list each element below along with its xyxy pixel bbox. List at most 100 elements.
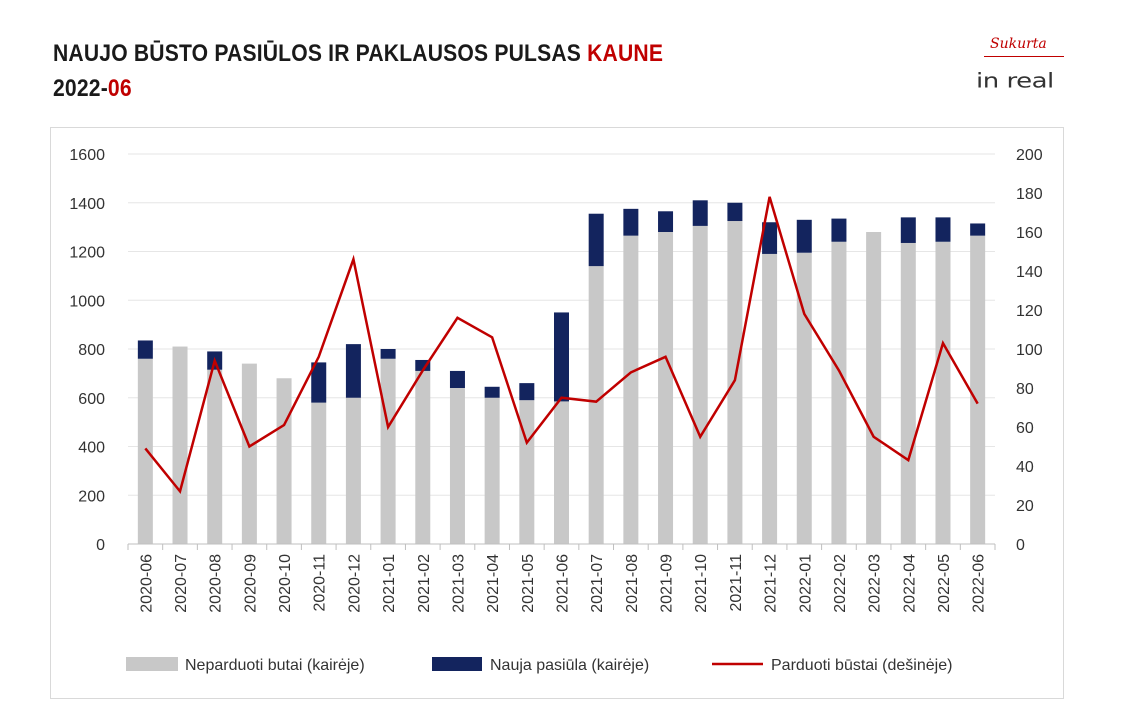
y-left-tick-label: 1000	[69, 293, 105, 310]
bars	[137, 200, 986, 544]
bar-new-supply	[519, 383, 535, 401]
x-tick-label: 2020-07	[173, 554, 190, 613]
bar-unsold	[970, 235, 986, 544]
bar-new-supply	[345, 344, 361, 398]
title-period-year: 2022-	[53, 75, 108, 102]
y-right-tick-label: 20	[1016, 498, 1034, 515]
bar-unsold	[345, 397, 361, 544]
bar-new-supply	[554, 312, 569, 402]
bar-unsold	[449, 388, 465, 544]
x-tick-label: 2020-12	[346, 554, 363, 613]
bar-unsold	[935, 241, 951, 544]
bar-new-supply	[762, 222, 778, 254]
x-tick-label: 2022-03	[867, 554, 884, 613]
y-right-tick-label: 120	[1016, 303, 1043, 320]
x-tick-label: 2021-10	[693, 554, 710, 613]
bar-new-supply	[623, 208, 639, 236]
x-tick-label: 2022-05	[936, 554, 953, 613]
bar-new-supply	[658, 211, 674, 232]
bar-new-supply	[900, 217, 916, 243]
bar-unsold	[241, 363, 257, 544]
y-left-tick-label: 1600	[69, 147, 105, 164]
legend: Neparduoti butai (kairėje) Nauja pasiūla …	[126, 657, 952, 674]
bar-new-supply	[727, 202, 743, 222]
bar-new-supply	[380, 349, 396, 359]
y-right-tick-label: 100	[1016, 342, 1043, 359]
x-tick-label: 2021-06	[555, 554, 572, 613]
x-tick-label: 2021-08	[624, 554, 641, 613]
x-tick-label: 2020-06	[138, 554, 155, 613]
bar-new-supply	[970, 223, 986, 236]
bar-new-supply	[831, 218, 847, 242]
bar-new-supply	[692, 200, 708, 226]
bar-unsold	[623, 235, 639, 544]
x-tick-label: 2020-10	[277, 554, 294, 613]
logo-rule	[984, 56, 1064, 57]
x-tick-label: 2022-06	[971, 554, 988, 613]
title-period-month: 06	[107, 75, 132, 102]
x-tick-label: 2021-07	[589, 554, 606, 613]
bar-unsold	[380, 358, 396, 544]
y-right-tick-label: 180	[1016, 186, 1043, 203]
x-tick-label: 2020-11	[312, 554, 329, 612]
x-tick-label: 2021-12	[763, 554, 780, 613]
bar-unsold	[137, 358, 153, 544]
legend-swatch-new-supply	[432, 657, 482, 671]
bar-unsold	[172, 346, 188, 544]
chart-title: NAUJO BŪSTO PASIŪLOS IR PAKLAUSOS PULSAS…	[53, 36, 663, 106]
bar-unsold	[588, 266, 604, 544]
x-tick-label: 2022-02	[832, 554, 849, 613]
x-tick-label: 2021-04	[485, 554, 502, 613]
bar-unsold	[831, 241, 847, 544]
legend-label-new-supply: Nauja pasiūla (kairėje)	[490, 657, 649, 674]
bar-new-supply	[415, 359, 431, 371]
bar-new-supply	[449, 370, 465, 388]
x-tick-label: 2021-11	[728, 554, 745, 612]
logo-made-by: Sukurta	[990, 36, 1047, 52]
bar-unsold	[762, 253, 778, 544]
title-city: KAUNE	[587, 40, 664, 67]
legend-label-unsold: Neparduoti butai (kairėje)	[185, 657, 365, 674]
y-right-tick-label: 80	[1016, 381, 1034, 398]
bar-unsold	[658, 232, 674, 544]
y-left-tick-label: 0	[96, 537, 105, 554]
y-right-tick-label: 160	[1016, 225, 1043, 242]
bar-new-supply	[588, 213, 604, 267]
y-left-tick-label: 200	[78, 488, 105, 505]
x-tick-label: 2021-05	[520, 554, 537, 613]
x-tick-label: 2020-09	[242, 554, 259, 613]
x-tick-label: 2021-02	[416, 554, 433, 613]
y-right-tick-label: 40	[1016, 459, 1034, 476]
bar-unsold	[276, 378, 292, 544]
legend-swatch-unsold	[126, 657, 178, 671]
bar-new-supply	[796, 219, 812, 253]
bar-unsold	[519, 400, 535, 544]
bar-new-supply	[484, 386, 500, 398]
y-right-tick-label: 0	[1016, 537, 1025, 554]
y-right-tick-label: 60	[1016, 420, 1034, 437]
bar-unsold	[311, 402, 327, 544]
y-right-tick-label: 140	[1016, 264, 1043, 281]
bar-unsold	[207, 369, 223, 544]
bar-unsold	[866, 232, 882, 544]
x-tick-label: 2021-01	[381, 554, 398, 613]
y-left-tick-label: 800	[78, 342, 105, 359]
y-left-tick-label: 400	[78, 440, 105, 457]
chart-frame	[50, 127, 1064, 699]
y-left-tick-label: 1200	[69, 245, 105, 262]
title-main: NAUJO BŪSTO PASIŪLOS IR PAKLAUSOS PULSAS	[53, 40, 588, 67]
y-left-tick-label: 1400	[69, 196, 105, 213]
bar-unsold	[484, 397, 500, 544]
y-left-tick-label: 600	[78, 391, 105, 408]
bar-new-supply	[137, 340, 153, 359]
bar-unsold	[796, 252, 812, 544]
y-right-tick-label: 200	[1016, 147, 1043, 164]
bar-new-supply	[935, 217, 951, 242]
bar-unsold	[692, 225, 708, 544]
sold-line	[144, 196, 979, 495]
x-tick-label: 2021-03	[450, 554, 467, 613]
bar-new-supply	[311, 362, 327, 403]
bar-unsold	[554, 401, 569, 544]
legend-label-sold: Parduoti būstai (dešinėje)	[771, 657, 952, 674]
